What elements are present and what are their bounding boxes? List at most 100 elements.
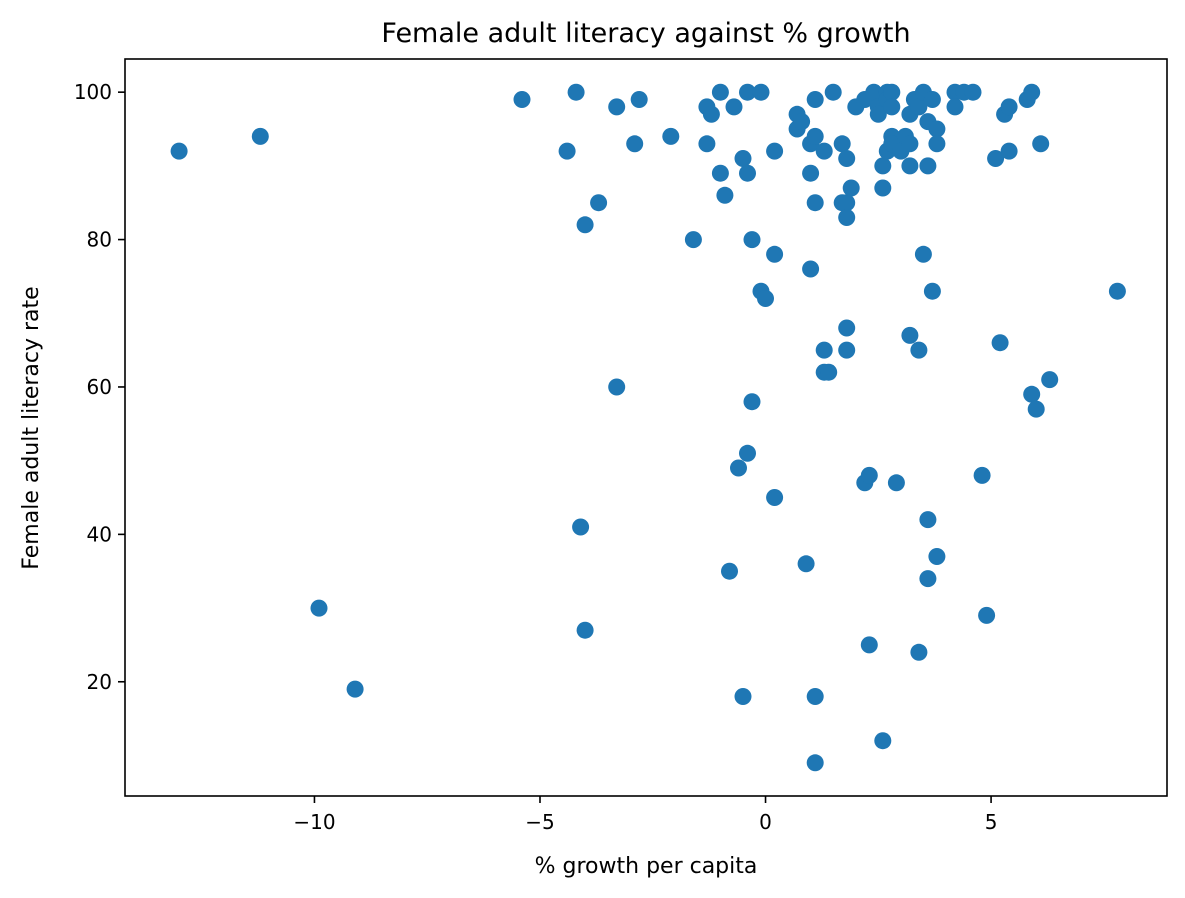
y-tick-label: 100 <box>74 80 112 104</box>
data-point <box>698 135 716 153</box>
chart-title: Female adult literacy against % growth <box>381 18 910 49</box>
x-tick-label: 0 <box>759 810 772 834</box>
data-point <box>766 489 784 506</box>
data-point <box>910 341 928 359</box>
data-point <box>928 548 946 565</box>
data-point <box>923 91 941 108</box>
data-point <box>838 341 856 359</box>
data-point <box>806 127 824 145</box>
data-point <box>558 142 576 160</box>
data-point <box>1032 135 1050 153</box>
data-point <box>734 150 752 167</box>
data-point <box>590 194 608 212</box>
x-tick-label: −5 <box>525 810 554 834</box>
data-point <box>833 135 851 153</box>
data-point <box>1000 98 1018 116</box>
data-point <box>815 341 833 359</box>
data-point <box>901 326 919 344</box>
data-point <box>630 91 648 108</box>
x-tick-label: −10 <box>293 810 335 834</box>
data-point <box>806 91 824 108</box>
data-point <box>910 643 928 661</box>
data-point <box>874 732 892 750</box>
data-point <box>928 120 946 138</box>
data-point <box>838 150 856 167</box>
data-point <box>978 606 996 624</box>
data-point <box>919 511 937 529</box>
data-point <box>946 98 964 116</box>
data-point <box>874 157 892 175</box>
data-point <box>914 245 932 263</box>
data-point <box>1041 371 1059 389</box>
data-point <box>743 393 761 411</box>
data-point <box>838 194 856 212</box>
data-point <box>766 142 784 160</box>
data-point <box>987 150 1005 167</box>
data-point <box>820 363 838 381</box>
data-point <box>608 378 626 396</box>
data-point <box>1108 282 1126 300</box>
data-point <box>662 127 680 145</box>
data-point <box>991 334 1009 352</box>
data-point <box>802 260 820 278</box>
data-point <box>721 562 738 580</box>
data-point <box>743 231 761 249</box>
data-point <box>797 555 815 573</box>
x-axis-ticks: −10 −5 0 5 <box>293 796 997 834</box>
data-point <box>1023 385 1041 403</box>
data-point <box>860 466 878 484</box>
data-point <box>626 135 644 153</box>
data-point <box>806 194 824 212</box>
data-point <box>725 98 743 116</box>
data-point <box>838 319 856 337</box>
plot-frame <box>124 58 1168 797</box>
y-tick-label: 80 <box>87 228 112 252</box>
data-point <box>928 135 946 153</box>
data-point <box>711 83 729 101</box>
data-point <box>170 142 188 160</box>
data-point <box>766 245 784 263</box>
data-point <box>567 83 585 101</box>
y-tick-label: 60 <box>87 375 112 399</box>
data-point <box>734 688 752 705</box>
data-point <box>860 636 878 654</box>
data-point <box>1023 83 1041 101</box>
data-point <box>576 216 594 234</box>
data-point <box>702 105 720 123</box>
data-point <box>572 518 590 536</box>
data-point <box>887 474 905 492</box>
data-point <box>806 688 824 705</box>
data-point <box>752 83 770 101</box>
x-axis-label: % growth per capita <box>535 854 758 879</box>
data-point <box>739 164 756 182</box>
data-point <box>815 142 833 160</box>
data-point <box>869 105 887 123</box>
data-point <box>684 231 702 249</box>
data-point <box>838 209 856 226</box>
data-point <box>793 113 811 131</box>
data-point <box>919 570 937 588</box>
x-tick-label: 5 <box>985 810 998 834</box>
data-point <box>842 179 860 197</box>
data-point <box>1027 400 1045 418</box>
y-axis-ticks: 20 40 60 80 100 <box>74 80 125 694</box>
data-point <box>757 290 774 307</box>
data-point <box>251 127 269 145</box>
data-point <box>608 98 626 116</box>
data-point <box>802 164 820 182</box>
data-point <box>739 444 756 462</box>
y-tick-label: 20 <box>87 670 112 694</box>
data-point <box>513 91 531 108</box>
data-points <box>170 83 1126 772</box>
data-point <box>865 83 883 101</box>
data-point <box>910 98 928 116</box>
y-axis-label: Female adult literacy rate <box>19 286 44 569</box>
data-point <box>901 135 919 153</box>
data-point <box>964 83 982 101</box>
data-point <box>730 459 747 477</box>
data-point <box>883 83 901 101</box>
y-tick-label: 40 <box>87 522 112 546</box>
data-point <box>346 680 364 698</box>
data-point <box>919 157 937 175</box>
